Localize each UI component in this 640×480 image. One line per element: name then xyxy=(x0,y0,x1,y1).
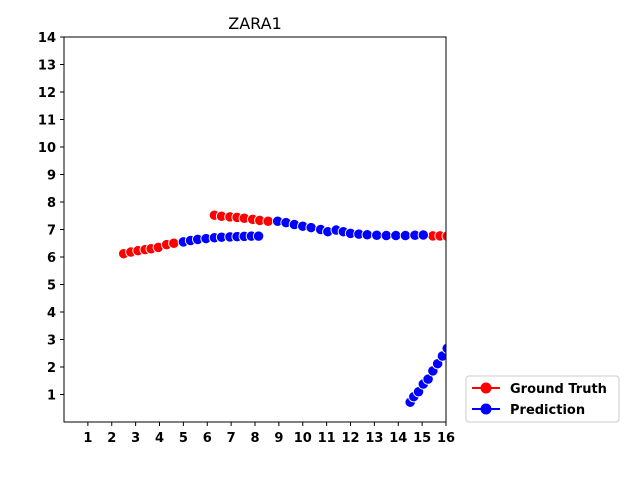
data-point xyxy=(305,221,317,234)
series-prediction xyxy=(177,215,446,408)
legend-label: Ground Truth xyxy=(510,382,607,397)
legend-marker xyxy=(480,382,492,394)
data-point xyxy=(252,230,265,242)
data-point xyxy=(441,342,446,354)
plot-area xyxy=(118,209,446,408)
y-tick-label: 3 xyxy=(47,334,56,349)
data-point xyxy=(168,237,180,249)
data-point xyxy=(371,229,383,241)
y-tick-label: 10 xyxy=(38,141,56,156)
y-tick-label: 5 xyxy=(47,279,56,294)
y-tick-label: 13 xyxy=(38,59,56,74)
plot-frame xyxy=(63,36,447,423)
y-tick-label: 7 xyxy=(47,224,56,239)
axes: 1 2 3 4 5 6 7 8 9 10 11 12 13 14 15 1612345678910111213… xyxy=(38,31,455,446)
x-tick-label: 7 xyxy=(227,431,236,446)
x-tick-label: 9 xyxy=(274,431,283,446)
y-tick-label: 8 xyxy=(47,196,56,211)
legend-entry: Prediction xyxy=(472,403,585,418)
x-tick-label: 6 xyxy=(203,431,212,446)
x-tick-label: 15 xyxy=(413,431,431,446)
y-tick-label: 11 xyxy=(38,114,56,129)
y-tick-label: 4 xyxy=(47,306,56,321)
data-point xyxy=(262,215,274,227)
data-point xyxy=(417,229,429,241)
legend-entry: Ground Truth xyxy=(472,382,607,397)
data-point xyxy=(390,229,402,242)
y-tick-label: 1 xyxy=(47,389,56,404)
data-point xyxy=(441,230,446,242)
x-tick-label: 8 xyxy=(250,431,259,446)
x-tick-label: 11 xyxy=(318,431,336,446)
data-points xyxy=(118,209,446,408)
legend-box xyxy=(465,375,620,423)
x-tick-label: 14 xyxy=(389,431,407,446)
x-tick-label: 1 xyxy=(83,431,92,446)
x-tick-label: 4 xyxy=(155,431,164,446)
y-tick-label: 12 xyxy=(38,86,56,101)
x-tick-label: 13 xyxy=(365,431,383,446)
legend: Ground Truth Prediction xyxy=(465,375,620,423)
series-ground-truth xyxy=(118,209,446,260)
data-point xyxy=(380,229,392,242)
data-point xyxy=(361,229,373,241)
y-tick-label: 6 xyxy=(47,251,56,266)
legend-marker xyxy=(480,403,492,415)
x-tick-label: 5 xyxy=(179,431,188,446)
y-tick-label: 2 xyxy=(47,361,56,376)
chart-title: ZARA1 xyxy=(228,14,282,33)
x-tick-label: 3 xyxy=(131,431,140,446)
legend-label: Prediction xyxy=(510,403,585,418)
x-tick-label: 2 xyxy=(107,431,116,446)
x-tick-label: 12 xyxy=(341,431,359,446)
y-tick-label: 14 xyxy=(38,31,56,46)
data-point xyxy=(399,229,412,242)
data-point xyxy=(422,373,434,385)
x-tick-label: 10 xyxy=(294,431,312,446)
y-tick-label: 9 xyxy=(47,169,56,184)
x-tick-label: 16 xyxy=(437,431,455,446)
